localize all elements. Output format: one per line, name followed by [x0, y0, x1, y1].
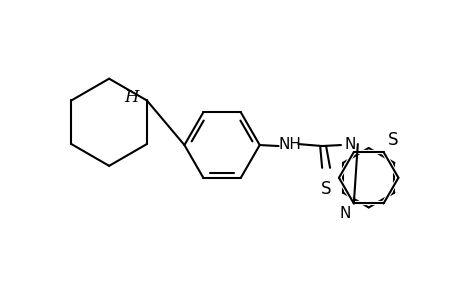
Text: H: H [123, 89, 138, 106]
Text: S: S [320, 180, 330, 198]
Text: S: S [386, 131, 397, 149]
Text: NH: NH [277, 136, 300, 152]
Text: N: N [343, 136, 355, 152]
Text: N: N [339, 206, 350, 221]
